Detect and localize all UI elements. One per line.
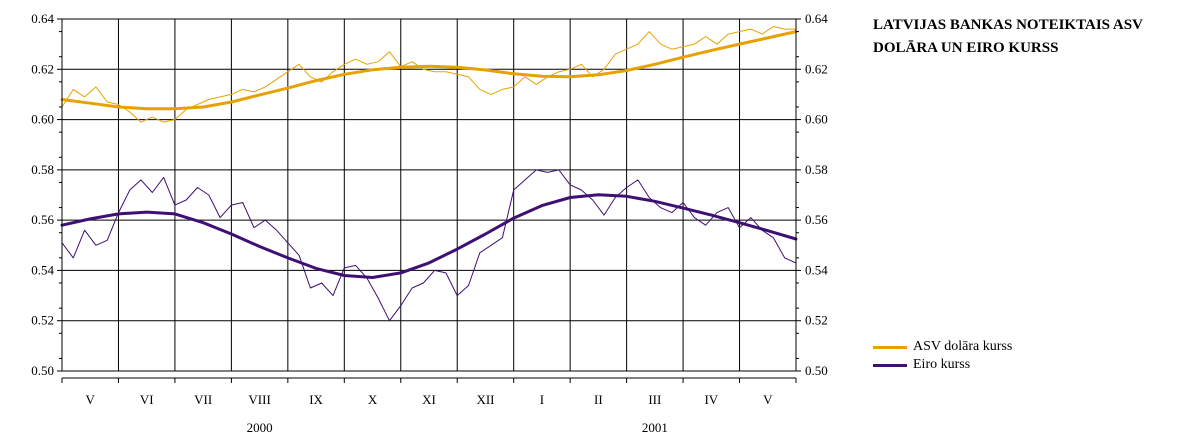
x-month-label: V xyxy=(86,392,96,407)
y-tick-label-right: 0.62 xyxy=(805,61,828,76)
chart-title: LATVIJAS BANKAS NOTEIKTAIS ASV DOLĀRA UN… xyxy=(873,17,1143,56)
y-tick-label-left: 0.56 xyxy=(31,212,54,227)
y-tick-label-right: 0.64 xyxy=(805,11,828,26)
x-month-label: III xyxy=(648,392,661,407)
x-month-label: XII xyxy=(476,392,494,407)
series-line-trend-0 xyxy=(60,30,798,111)
y-tick-label-right: 0.52 xyxy=(805,313,828,328)
legend-swatch-usd xyxy=(873,345,907,349)
y-tick-label-left: 0.58 xyxy=(31,162,54,177)
y-tick-label-right: 0.58 xyxy=(805,162,828,177)
series-line-trend-1 xyxy=(60,193,798,279)
series-line-daily-1 xyxy=(61,169,797,322)
x-month-label: V xyxy=(763,392,773,407)
series-layer xyxy=(60,26,798,322)
grid xyxy=(62,18,796,371)
legend-item-eur: Eiro kurss xyxy=(873,356,1012,374)
y-tick-label-left: 0.62 xyxy=(31,61,54,76)
x-month-label: IX xyxy=(309,392,323,407)
y-tick-label-right: 0.56 xyxy=(805,212,828,227)
y-tick-label-right: 0.54 xyxy=(805,262,828,277)
x-month-label: XI xyxy=(422,392,436,407)
y-tick-label-left: 0.50 xyxy=(31,363,54,378)
y-tick-label-left: 0.60 xyxy=(31,112,54,127)
x-month-label: X xyxy=(368,392,378,407)
legend-item-usd: ASV dolāra kurss xyxy=(873,338,1012,356)
legend-label-eur: Eiro kurss xyxy=(913,357,971,372)
x-month-label: VIII xyxy=(248,392,270,407)
y-tick-label-left: 0.64 xyxy=(31,11,54,26)
x-month-label: I xyxy=(540,392,544,407)
y-tick-label-left: 0.54 xyxy=(31,262,54,277)
x-year-label: 2001 xyxy=(642,420,668,435)
plot-frame xyxy=(61,18,797,372)
y-tick-label-left: 0.52 xyxy=(31,313,54,328)
series-line-daily-0 xyxy=(61,26,796,123)
legend-label-usd: ASV dolāra kurss xyxy=(913,339,1013,354)
tick-labels: 0.50 0.50 0.52 0.52 0.54 0.54 0.56 0.56 0.58 0.58… xyxy=(31,11,828,435)
x-month-label: VII xyxy=(194,392,212,407)
x-month-label: IV xyxy=(704,392,718,407)
x-month-label: II xyxy=(594,392,603,407)
y-tick-label-right: 0.60 xyxy=(805,112,828,127)
legend: ASV dolāra kurss Eiro kurss xyxy=(873,338,1012,374)
axes xyxy=(57,18,801,383)
chart: 0.50 0.50 0.52 0.52 0.54 0.54 0.56 0.56 0.58 0.58… xyxy=(31,11,828,435)
legend-swatch-eur xyxy=(873,363,907,367)
x-month-label: VI xyxy=(140,392,154,407)
x-year-label: 2000 xyxy=(247,420,273,435)
y-tick-label-right: 0.50 xyxy=(805,363,828,378)
